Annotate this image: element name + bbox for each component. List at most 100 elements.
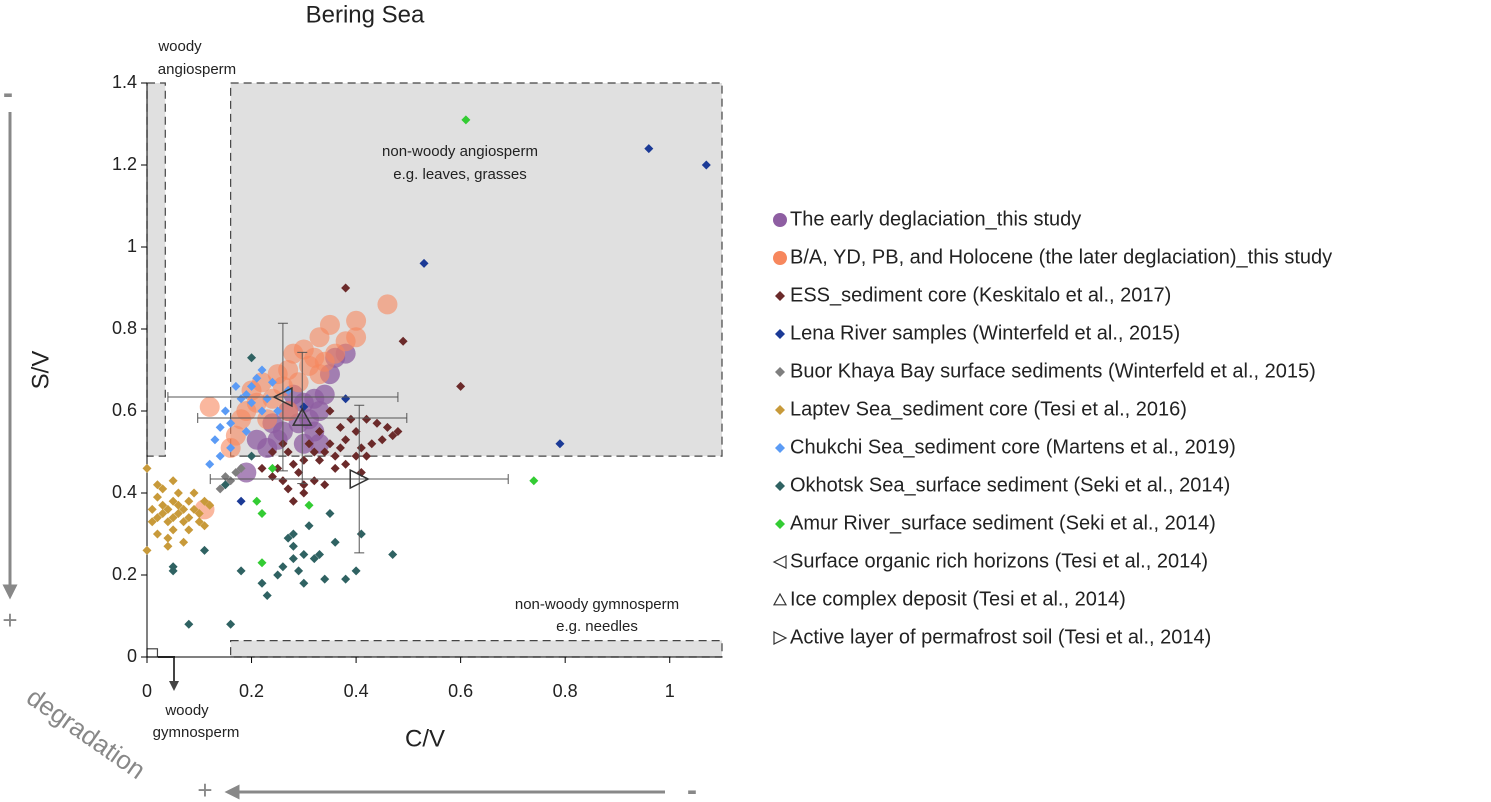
point — [283, 484, 293, 494]
legend-marker — [775, 481, 785, 491]
y-tick-label: 0.2 — [112, 564, 137, 584]
annotation: woody — [164, 702, 209, 719]
point — [288, 496, 298, 506]
point — [341, 394, 351, 404]
annotation: e.g. leaves, grasses — [393, 166, 526, 183]
point — [168, 476, 178, 486]
point — [142, 545, 152, 555]
point — [325, 509, 335, 518]
legend-label: Surface organic rich horizons (Tesi et a… — [790, 550, 1208, 572]
annotation: angiosperm — [158, 61, 236, 78]
point — [278, 476, 288, 486]
legend-label: Okhotsk Sea_surface sediment (Seki et al… — [790, 474, 1230, 496]
legend-marker — [773, 251, 787, 265]
legend-label: Active layer of permafrost soil (Tesi et… — [790, 626, 1211, 648]
point — [200, 521, 209, 531]
point — [288, 541, 298, 551]
point — [231, 409, 252, 430]
legend-marker — [775, 405, 785, 415]
point — [309, 364, 330, 385]
point — [330, 451, 340, 461]
y-tick-label: 1 — [127, 236, 137, 256]
point — [168, 496, 178, 506]
point — [299, 480, 309, 490]
point — [382, 422, 392, 432]
point — [393, 427, 403, 436]
point — [241, 427, 251, 436]
point — [215, 451, 225, 461]
point — [367, 439, 377, 449]
annotation: gymnosperm — [153, 724, 240, 741]
point — [184, 525, 194, 535]
annotation: non-woody angiosperm — [382, 143, 538, 160]
point — [267, 463, 277, 473]
point — [330, 463, 340, 473]
region — [146, 82, 166, 457]
point — [200, 545, 209, 555]
point — [346, 310, 367, 331]
point — [189, 488, 199, 498]
legend-label: Laptev Sea_sediment core (Tesi et al., 2… — [790, 398, 1187, 420]
annotation: non-woody gymnosperm — [515, 596, 679, 613]
point — [291, 407, 313, 426]
point — [325, 343, 346, 364]
point — [152, 492, 162, 502]
legend-label: The early deglaciation_this study — [790, 208, 1081, 230]
legend-label: Amur River_surface sediment (Seki et al.… — [790, 512, 1216, 534]
point — [179, 504, 189, 514]
annotation: - — [687, 774, 697, 802]
point — [325, 439, 335, 449]
point — [283, 533, 293, 543]
point — [304, 439, 314, 449]
point — [158, 484, 168, 494]
point — [267, 377, 277, 387]
chart-title: Bering Sea — [306, 1, 425, 28]
point — [341, 459, 351, 469]
x-tick-label: 0.6 — [448, 681, 473, 701]
point — [299, 578, 309, 588]
point — [226, 418, 236, 428]
legend-marker — [775, 443, 785, 453]
point — [257, 463, 267, 473]
legend-label: Chukchi Sea_sediment core (Martens et al… — [790, 436, 1236, 458]
y-tick-label: 0.6 — [112, 400, 137, 420]
point — [273, 570, 283, 580]
point — [226, 476, 236, 486]
point — [288, 554, 298, 564]
point — [147, 517, 157, 527]
point — [158, 509, 168, 518]
point — [283, 343, 304, 364]
point — [236, 496, 246, 506]
point — [231, 381, 241, 391]
point — [184, 513, 194, 523]
point — [320, 447, 330, 457]
y-tick-label: 1.4 — [112, 72, 137, 92]
legend-marker — [773, 631, 788, 645]
point — [272, 386, 293, 408]
x-tick-label: 0.2 — [239, 681, 264, 701]
point — [226, 619, 236, 629]
point — [315, 455, 324, 465]
annotation: woody — [157, 38, 202, 55]
point — [419, 258, 429, 268]
point — [257, 406, 267, 416]
point — [205, 500, 215, 510]
annotation: + — [197, 775, 212, 802]
point — [325, 406, 335, 416]
legend-marker — [773, 213, 787, 227]
legend-marker — [772, 555, 787, 569]
legend-marker — [775, 367, 785, 377]
point — [288, 529, 298, 539]
point — [215, 422, 225, 432]
point — [461, 115, 471, 125]
point — [184, 619, 194, 629]
point — [315, 550, 324, 559]
point — [163, 504, 173, 514]
legend-label: B/A, YD, PB, and Holocene (the later deg… — [790, 246, 1332, 268]
point — [320, 574, 330, 584]
point — [362, 414, 372, 424]
point — [372, 418, 382, 428]
point — [349, 468, 370, 490]
point — [377, 294, 398, 315]
x-tick-label: 1 — [665, 681, 675, 701]
